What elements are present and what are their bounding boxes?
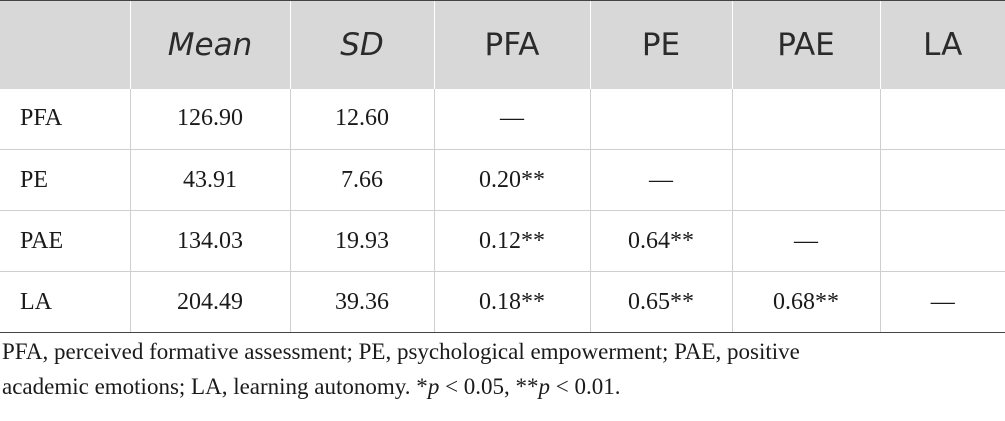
cell-sd: 12.60	[289, 88, 434, 150]
row-label: PAE	[0, 210, 130, 272]
cell-pfa: 0.12**	[433, 210, 590, 272]
footnote-threshold-2: < 0.01.	[550, 374, 621, 399]
header-cell-pae: PAE	[731, 0, 880, 89]
footnote-p-symbol: p	[427, 374, 440, 399]
footnote-line-2: academic emotions; LA, learning autonomy…	[2, 369, 1002, 404]
cell-mean: 126.90	[129, 88, 290, 150]
header-cell-mean: Mean	[129, 0, 290, 89]
table-row: PAE 134.03 19.93 0.12** 0.64** —	[0, 210, 1005, 272]
cell-sd: 7.66	[289, 149, 434, 211]
cell-pe	[589, 88, 732, 150]
cell-mean: 204.49	[129, 271, 290, 333]
cell-pae: 0.68**	[731, 271, 880, 333]
cell-pe: —	[589, 149, 732, 211]
cell-sd: 19.93	[289, 210, 434, 272]
cell-la: —	[879, 271, 1005, 333]
cell-pae	[731, 149, 880, 211]
table-row: LA 204.49 39.36 0.18** 0.65** 0.68** —	[0, 271, 1005, 333]
cell-pfa: —	[433, 88, 590, 150]
footnote-threshold-1: < 0.05, **	[439, 374, 539, 399]
correlation-table: Mean SD PFA PE PAE LA PFA 126.90 12.60 —…	[0, 0, 1005, 333]
header-cell-pfa: PFA	[433, 0, 590, 89]
header-cell-blank	[0, 0, 130, 89]
cell-la	[879, 88, 1005, 150]
cell-pe: 0.65**	[589, 271, 732, 333]
table-row: PE 43.91 7.66 0.20** —	[0, 149, 1005, 211]
cell-pfa: 0.20**	[433, 149, 590, 211]
table-row: PFA 126.90 12.60 —	[0, 88, 1005, 150]
table-header-row: Mean SD PFA PE PAE LA	[0, 0, 1005, 89]
header-cell-sd: SD	[289, 0, 434, 89]
cell-la	[879, 149, 1005, 211]
correlation-table-container: Mean SD PFA PE PAE LA PFA 126.90 12.60 —…	[0, 0, 1005, 333]
cell-pfa: 0.18**	[433, 271, 590, 333]
cell-la	[879, 210, 1005, 272]
row-label: PE	[0, 149, 130, 211]
header-cell-pe: PE	[589, 0, 732, 89]
footnote-p-symbol: p	[538, 374, 551, 399]
cell-sd: 39.36	[289, 271, 434, 333]
row-label: LA	[0, 271, 130, 333]
table-footnote: PFA, perceived formative assessment; PE,…	[2, 334, 1002, 404]
cell-mean: 43.91	[129, 149, 290, 211]
cell-mean: 134.03	[129, 210, 290, 272]
row-label: PFA	[0, 88, 130, 150]
cell-pe: 0.64**	[589, 210, 732, 272]
cell-pae	[731, 88, 880, 150]
footnote-text: academic emotions; LA, learning autonomy…	[2, 374, 428, 399]
header-cell-la: LA	[879, 0, 1005, 89]
footnote-line-1: PFA, perceived formative assessment; PE,…	[2, 339, 800, 364]
cell-pae: —	[731, 210, 880, 272]
